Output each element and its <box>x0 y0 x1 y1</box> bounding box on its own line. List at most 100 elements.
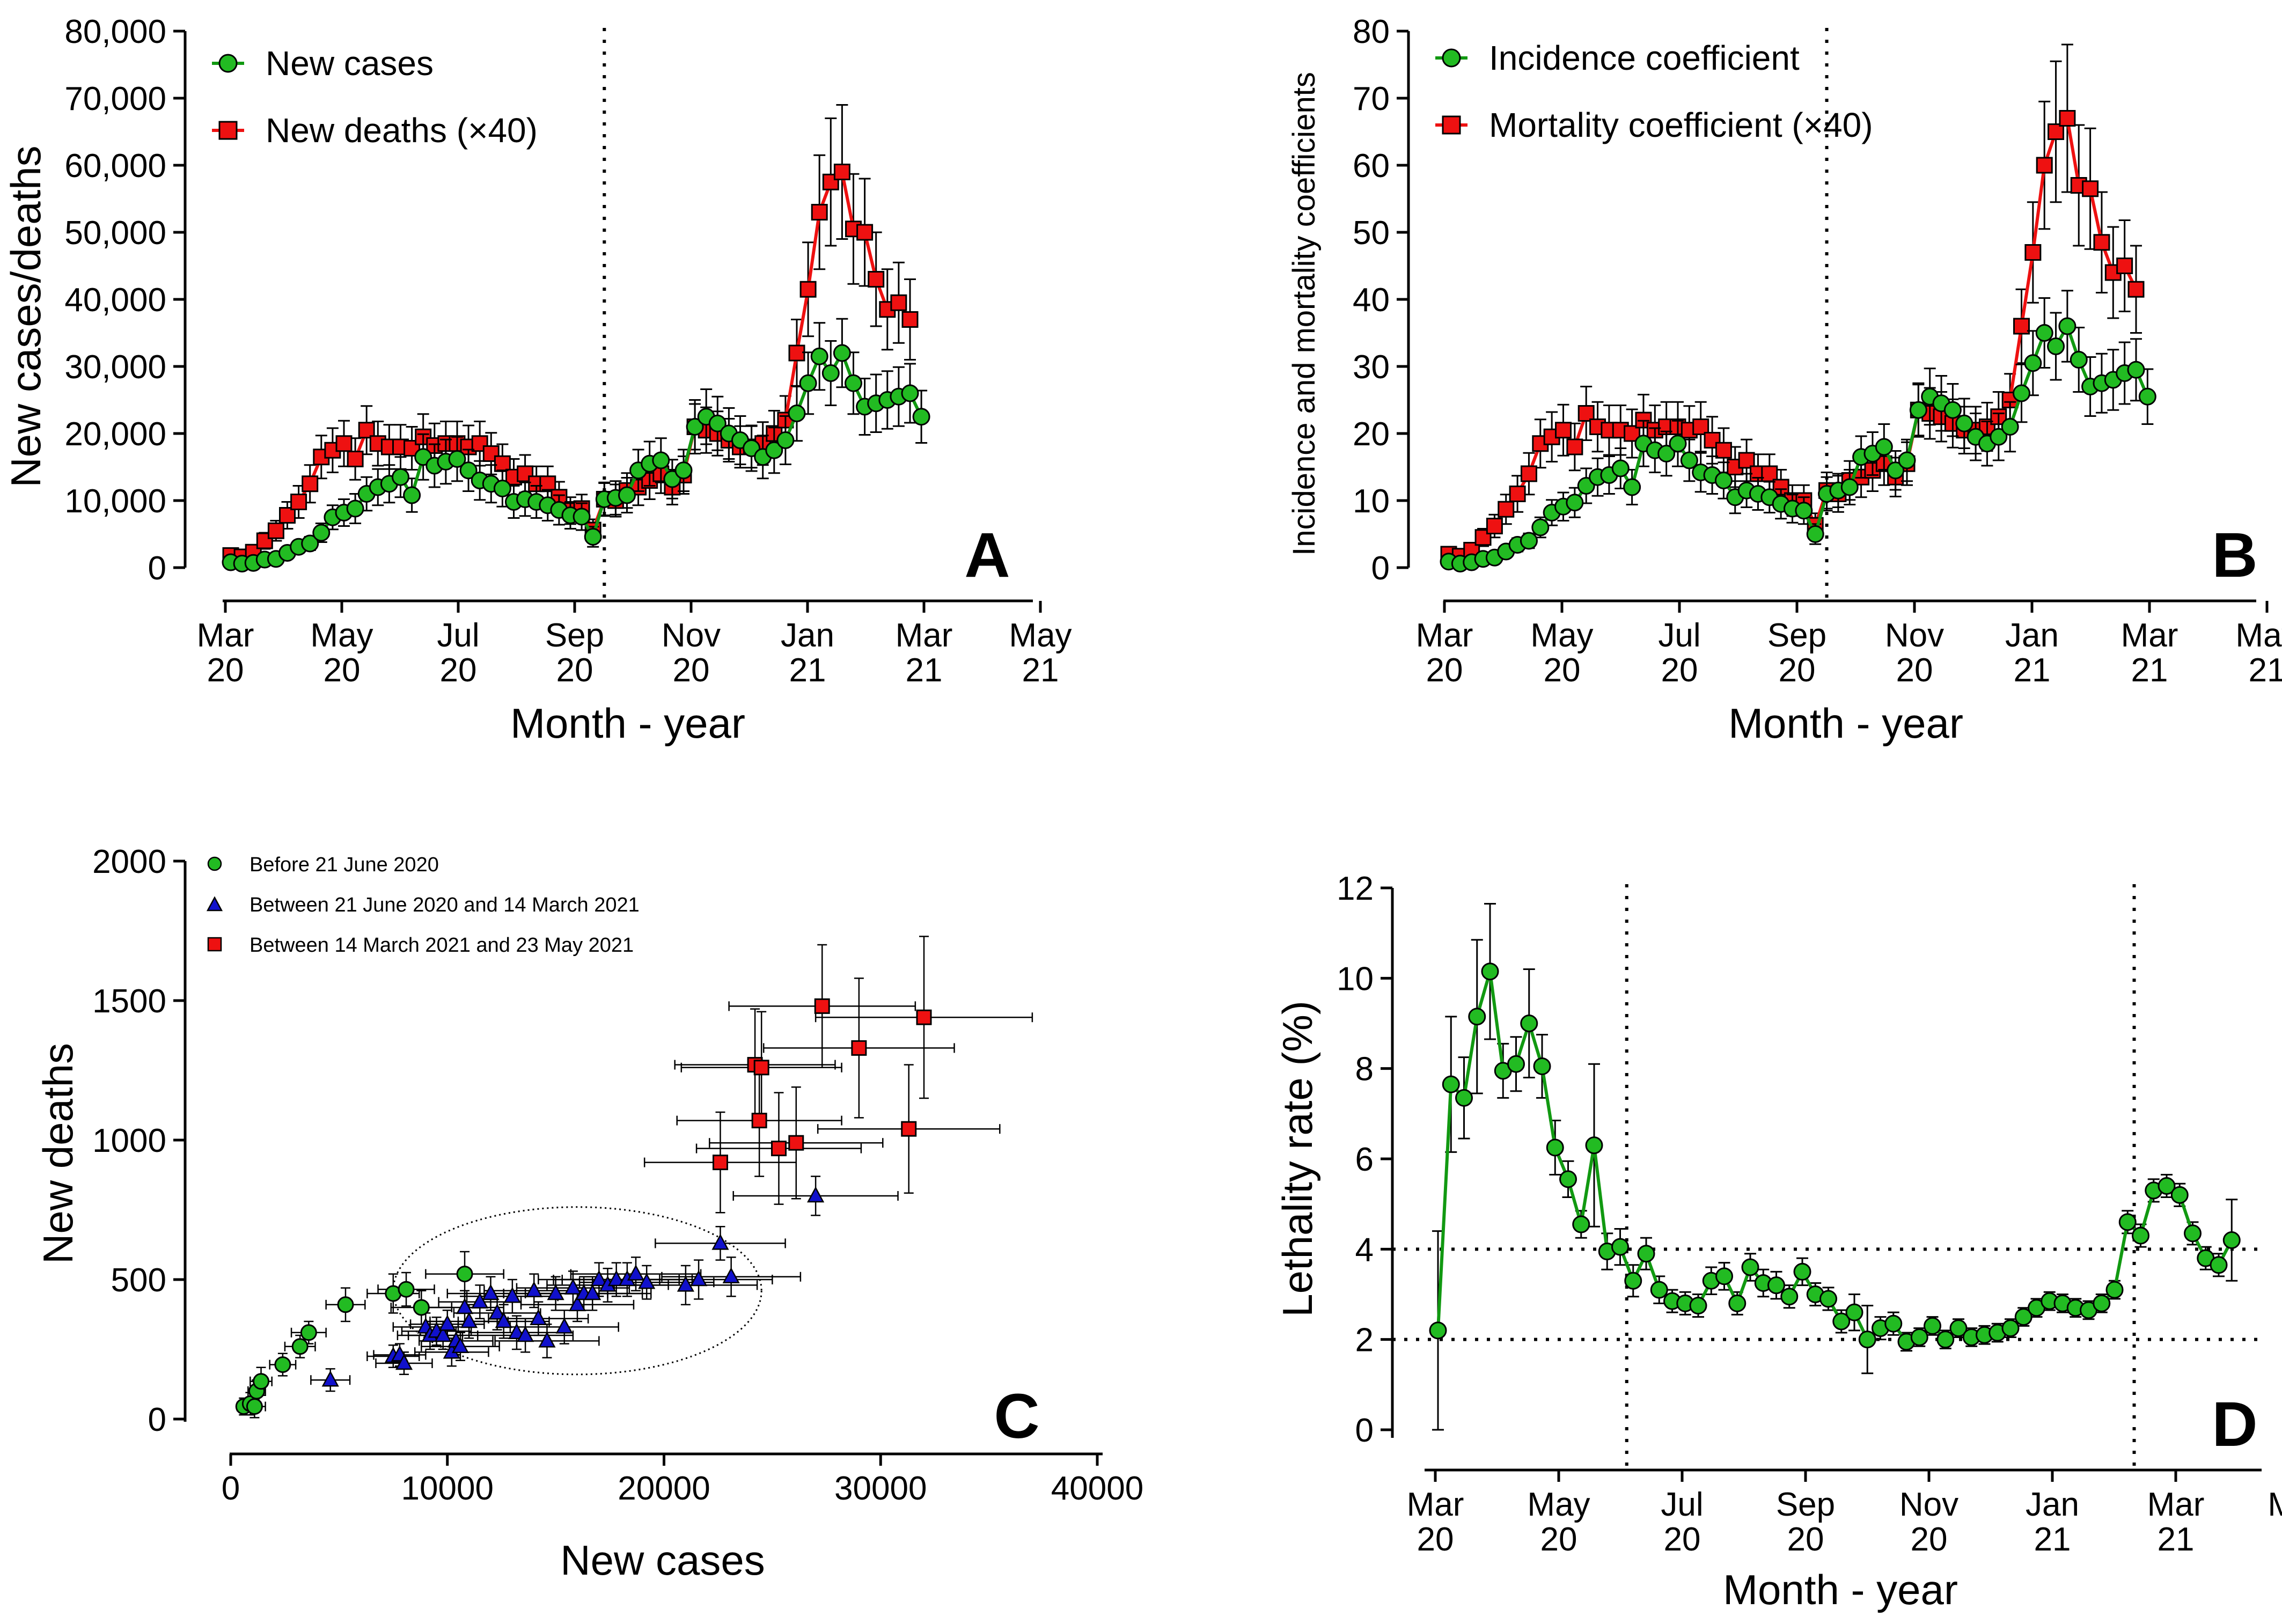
panel-d-y-tick-label: 0 <box>1355 1412 1374 1449</box>
panel-a-cases-point <box>674 461 693 480</box>
panel-d-lethality-point <box>1455 1089 1473 1107</box>
panel-b-x-tick-month: May <box>2235 617 2282 654</box>
panel-a-y-tick-label: 70,000 <box>64 80 166 117</box>
panel-a-deaths-point <box>901 311 919 328</box>
panel-b-mortality-point <box>1692 418 1709 435</box>
panel-b-y-tick-label: 80 <box>1353 13 1390 50</box>
panel-a-x-tick-year: 20 <box>207 652 244 689</box>
panel-d-lethality-point <box>2170 1186 2189 1204</box>
panel-c-point-between <box>525 1281 543 1298</box>
panel-a-x-tick-month: Jul <box>437 617 479 654</box>
panel-a-plot <box>222 104 930 572</box>
panel-d-letter: D <box>2212 1389 2257 1460</box>
panel-b-mortality-point <box>2093 234 2110 251</box>
panel-d-lethality-point <box>2014 1308 2032 1326</box>
panel-b-mortality-point <box>1474 529 1492 546</box>
panel-b-mortality-point <box>2036 157 2053 174</box>
panel-a-deaths-point <box>811 204 828 221</box>
panel-d-y-tick-label: 2 <box>1355 1322 1374 1359</box>
panel-b-plot <box>1440 43 2156 572</box>
panel-b-y-tick-label: 50 <box>1353 215 1390 252</box>
panel-b-x-tick-month: May <box>1530 617 1593 654</box>
panel-a-y-tick-label: 80,000 <box>64 13 166 50</box>
panel-c-point-between <box>517 1326 534 1342</box>
panel-a-y-tick-label: 30,000 <box>64 349 166 386</box>
panel-b-mortality-point <box>2048 123 2065 140</box>
panel-c-point-between <box>508 1323 526 1340</box>
panel-b-x-tick-year: 20 <box>1896 652 1933 689</box>
panel-b-mortality-point <box>1761 465 1778 482</box>
panel-d-lethality-point <box>1624 1272 1642 1290</box>
panel-c-point-between <box>495 1312 512 1328</box>
panel-b-mortality-point <box>2116 258 2133 274</box>
panel-b-x-tick-month: Mar <box>1416 617 1473 654</box>
panel-b-mortality-point <box>2013 318 2030 335</box>
panel-d-x-tick-month: Nov <box>1899 1486 1958 1523</box>
panel-c-point-between <box>538 1331 556 1348</box>
panel-b-incidence-point <box>1531 518 1550 537</box>
panel-d-lethality-point <box>1559 1170 1577 1188</box>
panel-c-point-after <box>751 1113 767 1129</box>
panel-c-point-between <box>503 1287 521 1303</box>
panel-c-point-before <box>337 1296 354 1313</box>
panel-d-lethality-point <box>1884 1314 1903 1333</box>
panel-a-cases-point <box>788 405 806 422</box>
panel-c-point-between <box>722 1267 740 1284</box>
panel-a-y-tick-label: 40,000 <box>64 282 166 319</box>
panel-b-incidence-point <box>1887 461 1905 480</box>
panel-c-point-between <box>584 1284 601 1300</box>
panel-a-y-tick-label: 0 <box>148 550 166 587</box>
panel-b-mortality-point <box>2059 110 2076 127</box>
panel-c-point-between <box>564 1278 582 1295</box>
panel-a-x-tick-year: 20 <box>440 652 477 689</box>
panel-b-mortality-point <box>1509 486 1526 502</box>
panel-a-x-tick-month: Sep <box>545 617 604 654</box>
panel-a: 0 10,000 20,000 30,000 40,000 50,000 60,000 70,… <box>2 13 1072 747</box>
panel-a-cases-point <box>459 461 478 480</box>
legend-c-after-label: Between 14 March 2021 and 23 May 2021 <box>250 934 634 957</box>
panel-c-point-after <box>788 1135 804 1151</box>
panel-a-cases-point <box>312 524 331 542</box>
panel-a-cases-point <box>301 534 319 553</box>
panel-c-plot <box>235 936 1033 1419</box>
panel-c-point-between <box>677 1275 694 1292</box>
panel-a-x-tick-month: Nov <box>662 617 721 654</box>
panel-c-point-between <box>627 1264 645 1281</box>
panel-d-x-tick-year: 21 <box>2158 1521 2195 1558</box>
panel-b-mortality-point <box>2082 180 2099 197</box>
panel-b-mortality-point <box>1624 425 1641 442</box>
panel-a-x-tick-month: Mar <box>197 617 254 654</box>
panel-d-lethality-point <box>2158 1177 2176 1195</box>
panel-b-incidence-point <box>2001 418 2019 436</box>
panel-c-point-before <box>398 1281 415 1298</box>
panel-a-cases-point <box>765 441 783 459</box>
panel-b-incidence-point <box>1943 401 1962 419</box>
legend-b-mortality-label: Mortality coefficient (×40) <box>1489 106 1873 144</box>
panel-c-point-before <box>300 1324 317 1341</box>
panel-d-x-tick-year: 20 <box>1664 1521 1701 1558</box>
panel-c-point-after <box>771 1141 787 1157</box>
panel-b-mortality-point <box>1555 422 1572 439</box>
panel-d-y-tick-label: 10 <box>1337 960 1374 997</box>
panel-b-incidence-point <box>2035 324 2053 342</box>
panel-b-x-tick-year: 20 <box>1779 652 1816 689</box>
panel-c-point-after <box>851 1040 867 1056</box>
panel-b-y-tick-label: 40 <box>1353 282 1390 319</box>
panel-b-x-tick-year: 21 <box>2249 652 2282 689</box>
panel-c: 0 500 1000 1500 2000 0 10000 20000 30000 40000 N… <box>34 843 1143 1584</box>
panel-b-incidence-point <box>1840 478 1859 496</box>
panel-c-x-tick-label: 0 <box>222 1470 240 1507</box>
panel-a-legend: New cases New deaths (×40) <box>212 44 538 150</box>
panel-d-lethality-point <box>1572 1215 1590 1233</box>
panel-b-y-tick-label: 10 <box>1353 483 1390 520</box>
panel-d-x-tick-year: 20 <box>1787 1521 1824 1558</box>
panel-a-x-tick-month: May <box>1009 617 1072 654</box>
panel-c-y-ticks: 0 500 1000 1500 2000 <box>92 843 185 1438</box>
panel-b-y-ticks: 0 10 20 30 40 50 60 70 80 <box>1353 13 1408 587</box>
panel-c-point-between <box>607 1270 625 1287</box>
panel-d-x-tick-month: Mar <box>2147 1486 2205 1523</box>
